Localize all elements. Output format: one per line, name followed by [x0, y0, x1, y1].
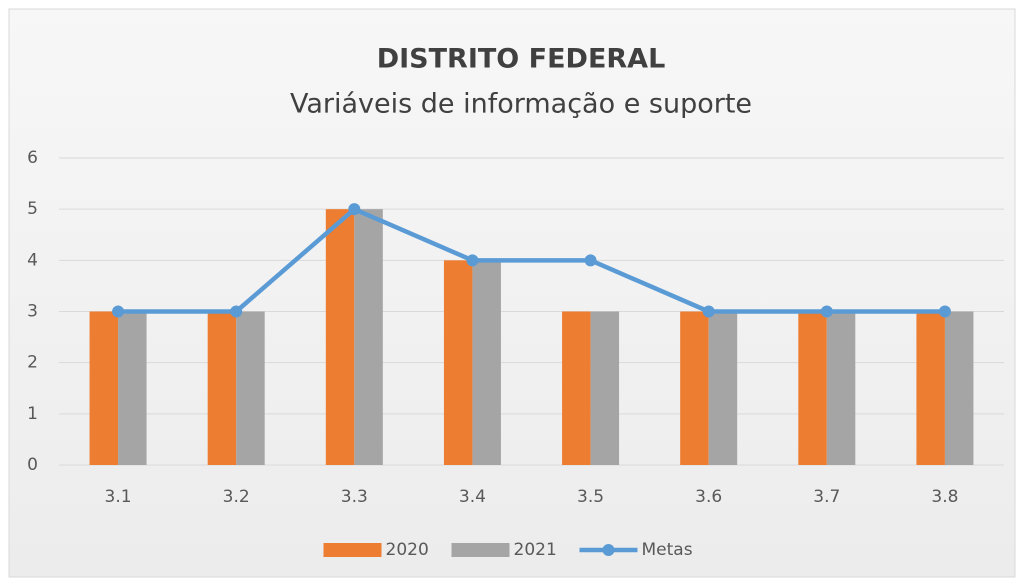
- y-tick-label: 3: [27, 302, 38, 322]
- y-tick-label: 4: [27, 250, 38, 270]
- bar: [443, 260, 473, 465]
- bar: [590, 311, 620, 465]
- legend-label: 2020: [386, 540, 429, 560]
- marker: [820, 305, 833, 318]
- bar: [916, 311, 945, 465]
- x-tick-label: 3.8: [931, 487, 958, 507]
- bar: [798, 311, 827, 465]
- bar: [472, 260, 501, 465]
- y-tick-label: 1: [27, 404, 38, 424]
- bar: [325, 209, 355, 465]
- bar: [207, 311, 237, 465]
- y-tick-label: 2: [27, 353, 38, 373]
- legend-swatch: [451, 543, 510, 557]
- line: [118, 206, 945, 314]
- y-tick-label: 6: [27, 148, 38, 168]
- bar: [236, 311, 265, 465]
- x-tick-label: 3.2: [223, 487, 250, 507]
- bar: [118, 311, 147, 465]
- x-tick-label: 3.3: [341, 487, 368, 507]
- x-tick-label: 3.6: [695, 487, 722, 507]
- legend-label: Metas: [642, 540, 693, 560]
- marker: [112, 305, 125, 318]
- y-tick-label: 0: [27, 455, 38, 475]
- y-tick-label: 5: [27, 199, 38, 219]
- marker: [584, 254, 597, 267]
- x-tick-label: 3.5: [577, 487, 604, 507]
- legend-label: 2021: [514, 540, 557, 560]
- x-tick-label: 3.1: [105, 487, 132, 507]
- legend-swatch: [323, 543, 382, 557]
- bar: [708, 311, 738, 465]
- marker: [702, 305, 715, 318]
- bar: [89, 311, 119, 465]
- x-tick-label: 3.7: [813, 487, 840, 507]
- marker: [230, 305, 243, 318]
- chart-background: [8, 8, 1016, 578]
- bar: [944, 311, 974, 465]
- chart-subtitle: Variáveis de informação e suporte: [290, 89, 752, 120]
- x-tick-label: 3.4: [459, 487, 486, 507]
- legend-swatch: [602, 544, 615, 556]
- bar: [826, 311, 856, 465]
- bar: [354, 209, 383, 465]
- marker: [348, 203, 361, 216]
- bar: [680, 311, 709, 465]
- marker: [938, 305, 951, 318]
- bar: [562, 311, 591, 465]
- chart-title: DISTRITO FEDERAL: [377, 44, 666, 75]
- marker: [466, 254, 479, 267]
